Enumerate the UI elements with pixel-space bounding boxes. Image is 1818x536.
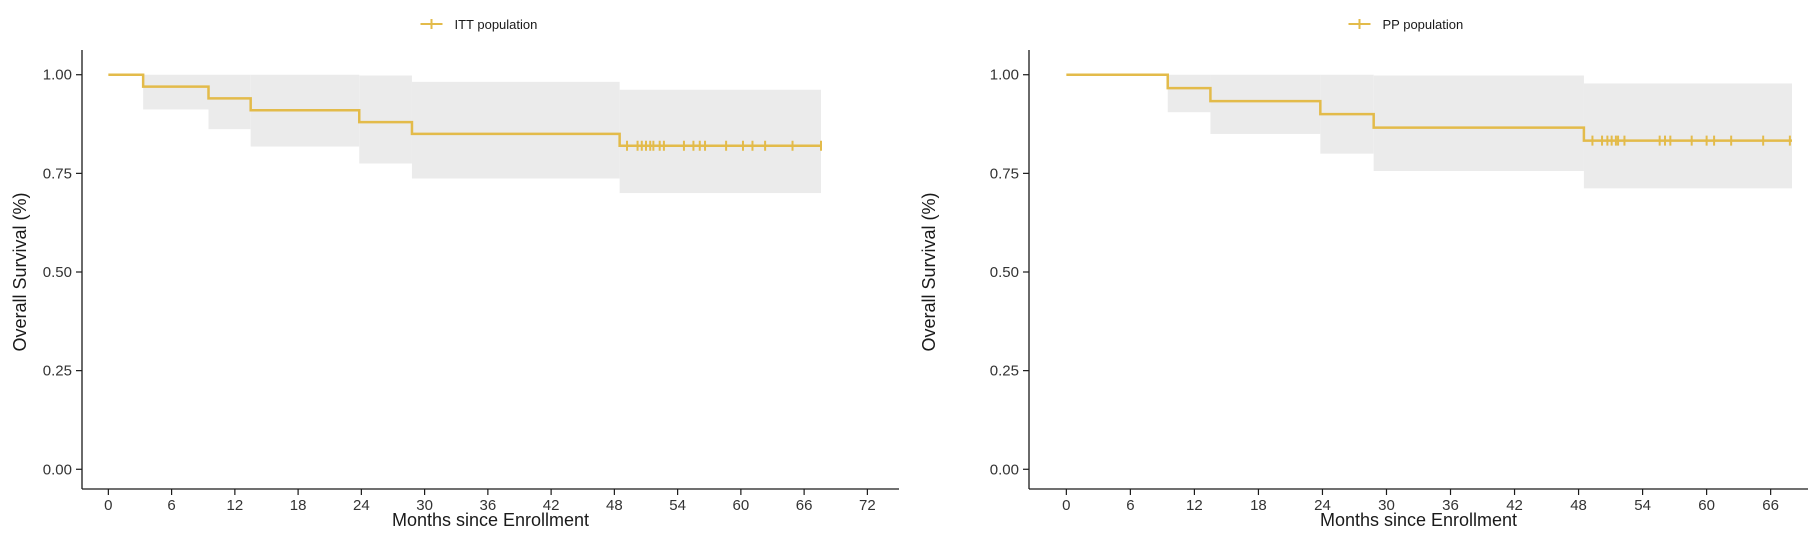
x-tick-label-10: 60 (733, 497, 750, 514)
x-tick-label-10: 60 (1698, 497, 1715, 514)
ci-band-1 (1167, 74, 1211, 113)
y-axis-title: Overall Survival (%) (919, 192, 939, 351)
legend-label: PP population (1383, 17, 1464, 32)
x-tick-label-3: 18 (1250, 497, 1267, 514)
y-tick-label-1: 0.25 (990, 363, 1019, 380)
x-tick-label-0: 0 (1062, 497, 1070, 514)
survival-curve (1066, 73, 1792, 142)
ci-band-2 (208, 74, 251, 130)
y-axis-title: Overall Survival (%) (10, 192, 30, 351)
x-tick-label-6: 36 (480, 497, 497, 514)
x-tick-label-11: 66 (1762, 497, 1779, 514)
ci-band-4 (359, 75, 412, 164)
x-tick-label-7: 42 (1506, 497, 1523, 514)
x-tick-label-11: 66 (796, 497, 813, 514)
y-tick-label-0: 0.00 (990, 461, 1019, 478)
x-tick-label-1: 6 (1126, 497, 1134, 514)
x-tick-label-9: 54 (669, 497, 686, 514)
x-tick-label-9: 54 (1634, 497, 1651, 514)
x-tick-label-8: 48 (606, 497, 623, 514)
ci-band-1 (143, 74, 209, 110)
legend-label: ITT population (455, 17, 538, 32)
x-tick-label-7: 42 (543, 497, 560, 514)
x-tick-label-8: 48 (1570, 497, 1587, 514)
itt-survival-svg: 0.00 0.25 0.50 0.75 1.00 0 6 12 18 24 30 36 42 48 54 60… (10, 17, 899, 530)
y-tick-label-4: 1.00 (43, 67, 72, 84)
x-tick-label-3: 18 (290, 497, 307, 514)
y-tick-label-2: 0.50 (990, 264, 1019, 281)
x-tick-label-0: 0 (104, 497, 112, 514)
survival-curve (108, 73, 821, 147)
x-tick-label-2: 12 (227, 497, 244, 514)
y-tick-label-2: 0.50 (43, 264, 72, 281)
x-tick-label-12: 72 (859, 497, 876, 514)
x-tick-label-6: 36 (1442, 497, 1459, 514)
x-tick-label-4: 24 (1314, 497, 1331, 514)
y-tick-label-3: 0.75 (990, 165, 1019, 182)
y-tick-label-1: 0.25 (43, 363, 72, 380)
x-tick-label-4: 24 (353, 497, 370, 514)
x-tick-label-1: 6 (167, 497, 175, 514)
y-tick-label-0: 0.00 (43, 461, 72, 478)
pp-survival-chart: 0.00 0.25 0.50 0.75 1.00 0 6 12 18 24 30 36 42 48 54 60… (909, 0, 1818, 536)
ci-band-2 (1210, 74, 1321, 134)
x-tick-label-5: 30 (416, 497, 433, 514)
ci-band-5 (411, 81, 620, 179)
y-tick-label-4: 1.00 (990, 67, 1019, 84)
x-tick-label-2: 12 (1186, 497, 1203, 514)
x-tick-label-5: 30 (1378, 497, 1395, 514)
pp-survival-svg: 0.00 0.25 0.50 0.75 1.00 0 6 12 18 24 30 36 42 48 54 60… (919, 17, 1808, 530)
y-tick-label-3: 0.75 (43, 165, 72, 182)
ci-band-4 (1373, 75, 1584, 171)
x-axis-title: Months since Enrollment (392, 510, 589, 530)
itt-survival-chart: 0.00 0.25 0.50 0.75 1.00 0 6 12 18 24 30 36 42 48 54 60… (10, 17, 899, 530)
x-axis-title: Months since Enrollment (1320, 510, 1517, 530)
